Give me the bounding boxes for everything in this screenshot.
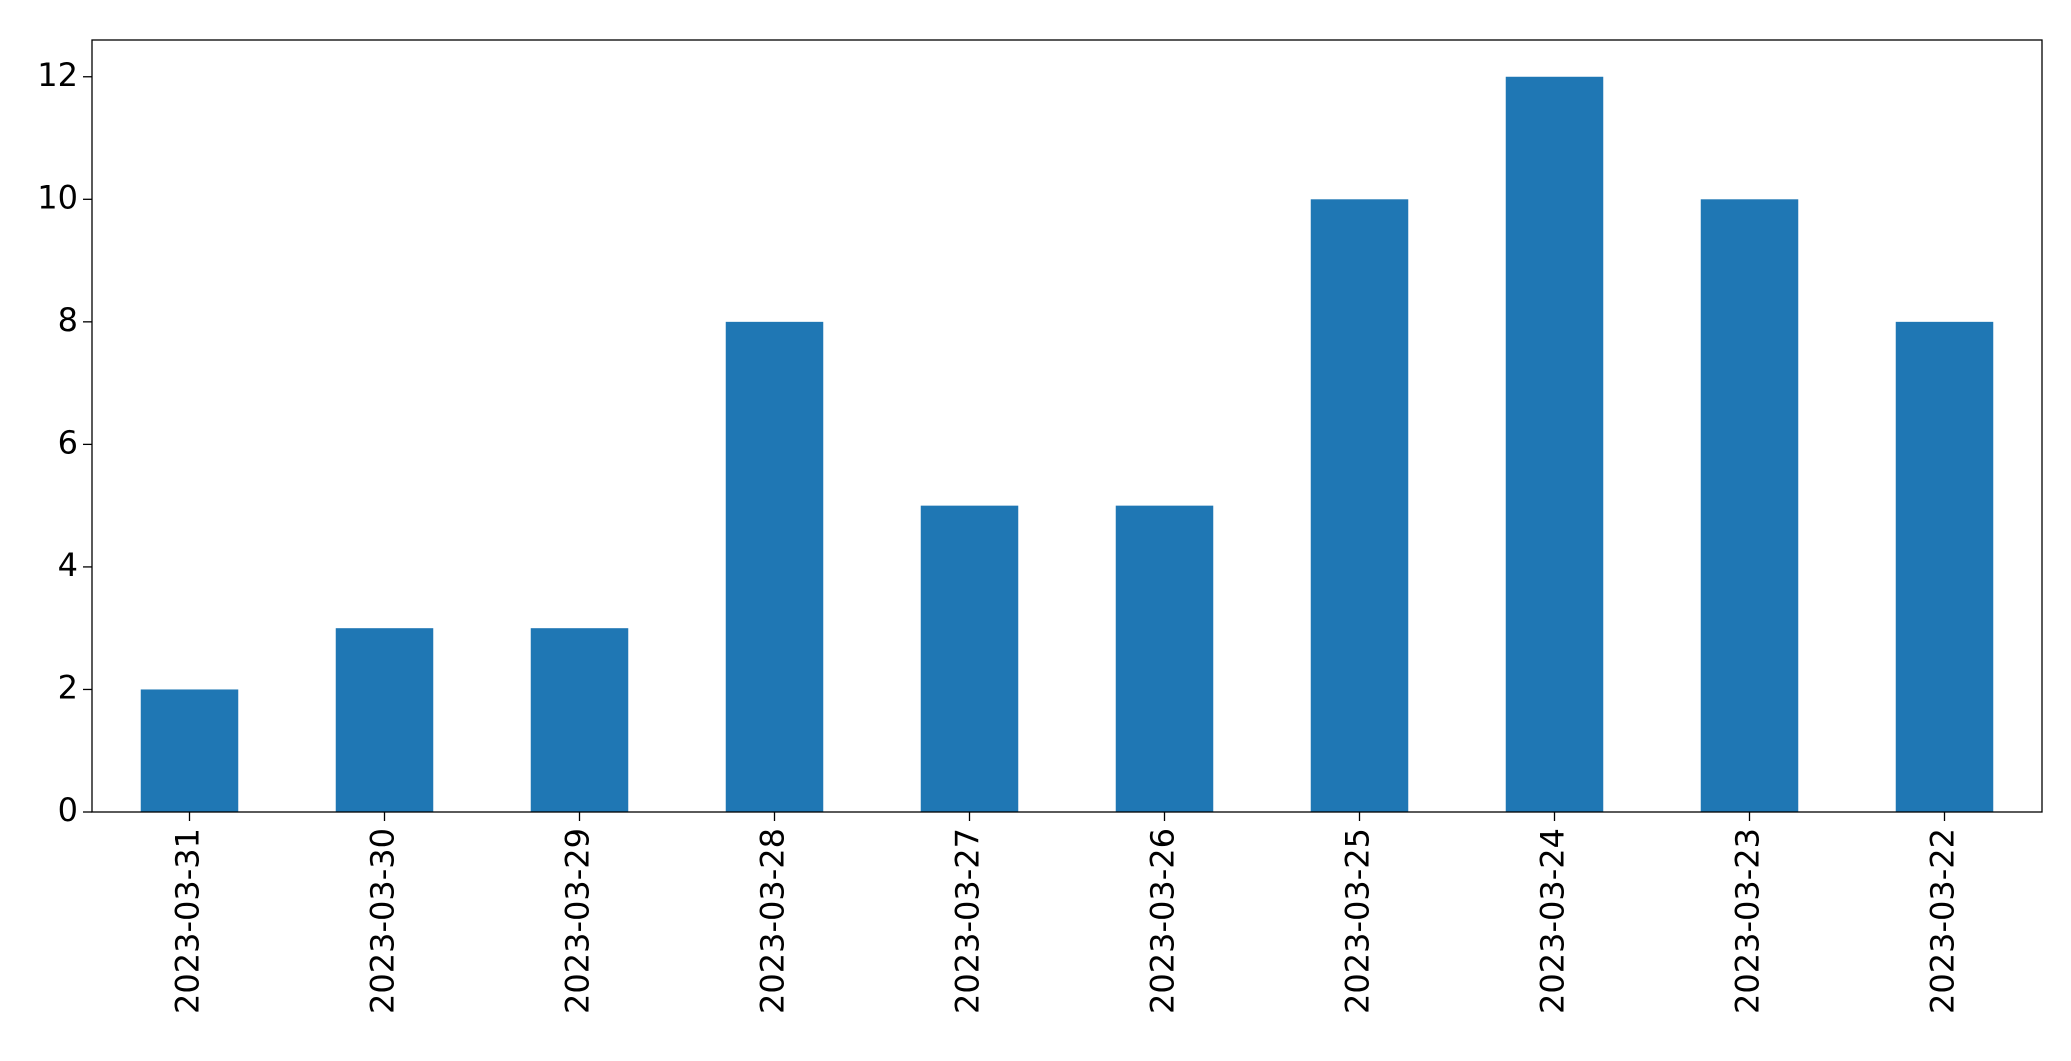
- bar: [530, 628, 629, 812]
- x-tick-label: 2023-03-22: [1924, 828, 1962, 1014]
- bar: [1505, 76, 1604, 812]
- bar: [725, 321, 824, 812]
- bar: [140, 689, 239, 812]
- y-tick-label: 10: [37, 178, 78, 216]
- x-tick-label: 2023-03-25: [1339, 828, 1377, 1014]
- x-tick-label: 2023-03-31: [169, 828, 207, 1014]
- y-tick-label: 2: [58, 668, 78, 706]
- y-tick-label: 0: [58, 791, 78, 829]
- x-tick-label: 2023-03-29: [559, 828, 597, 1014]
- y-tick-label: 4: [58, 546, 78, 584]
- y-tick-label: 8: [58, 301, 78, 339]
- x-tick-label: 2023-03-28: [754, 828, 792, 1014]
- bar: [1700, 199, 1799, 813]
- y-tick-label: 6: [58, 423, 78, 461]
- x-tick-label: 2023-03-26: [1144, 828, 1182, 1014]
- x-tick-label: 2023-03-24: [1534, 828, 1572, 1014]
- y-tick-label: 12: [37, 56, 78, 94]
- axes-frame: [91, 39, 2043, 813]
- bar: [920, 505, 1019, 812]
- x-tick-label: 2023-03-27: [949, 828, 987, 1014]
- bar: [1310, 199, 1409, 813]
- x-tick-label: 2023-03-23: [1729, 828, 1767, 1014]
- bar: [1115, 505, 1214, 812]
- bar: [1895, 321, 1994, 812]
- x-tick-label: 2023-03-30: [364, 828, 402, 1014]
- bar: [335, 628, 434, 812]
